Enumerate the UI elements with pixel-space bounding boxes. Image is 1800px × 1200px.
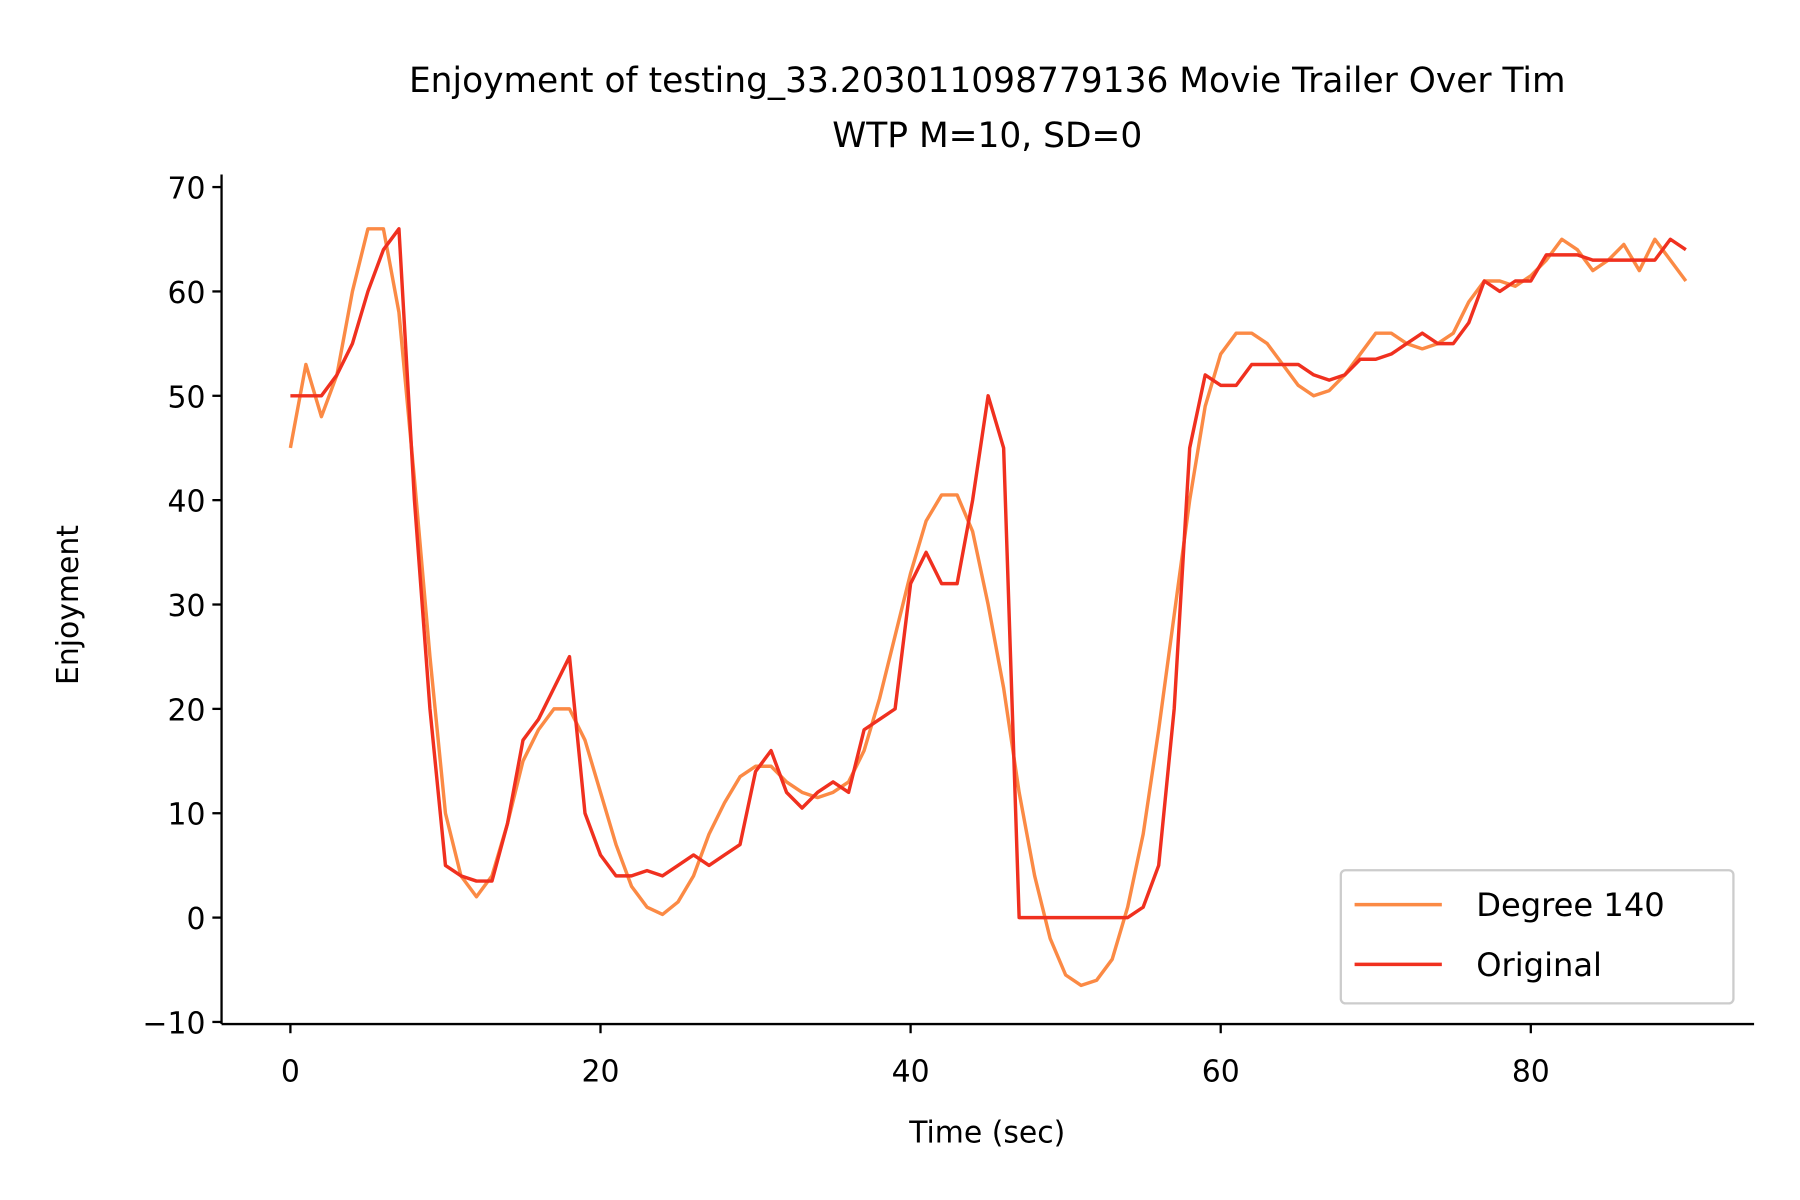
legend-label: Degree 140 — [1476, 886, 1664, 924]
y-axis-label: Enjoyment — [51, 525, 86, 685]
chart-subtitle: WTP M=10, SD=0 — [832, 116, 1142, 156]
x-tick-label: 0 — [281, 1054, 300, 1089]
y-tick-label: −10 — [143, 1006, 206, 1041]
chart-title: Enjoyment of testing_33.203011098779136 … — [409, 61, 1566, 101]
legend-label: Original — [1476, 946, 1602, 984]
y-tick-label: 60 — [168, 276, 206, 311]
y-tick-label: 0 — [187, 902, 206, 937]
x-tick-label: 40 — [892, 1054, 930, 1089]
x-tick-label: 20 — [582, 1054, 620, 1089]
y-tick-label: 50 — [168, 380, 206, 415]
y-tick-label: 20 — [168, 693, 206, 728]
y-tick-label: 10 — [168, 798, 206, 833]
x-tick-label: 80 — [1512, 1054, 1550, 1089]
y-tick-label: 30 — [168, 589, 206, 624]
y-tick-label: 70 — [168, 172, 206, 207]
x-axis-label: Time (sec) — [908, 1115, 1065, 1150]
line-series — [290, 227, 1687, 920]
y-tick-label: 40 — [168, 485, 206, 520]
line-series — [288, 227, 1688, 988]
x-tick-label: 60 — [1202, 1054, 1240, 1089]
